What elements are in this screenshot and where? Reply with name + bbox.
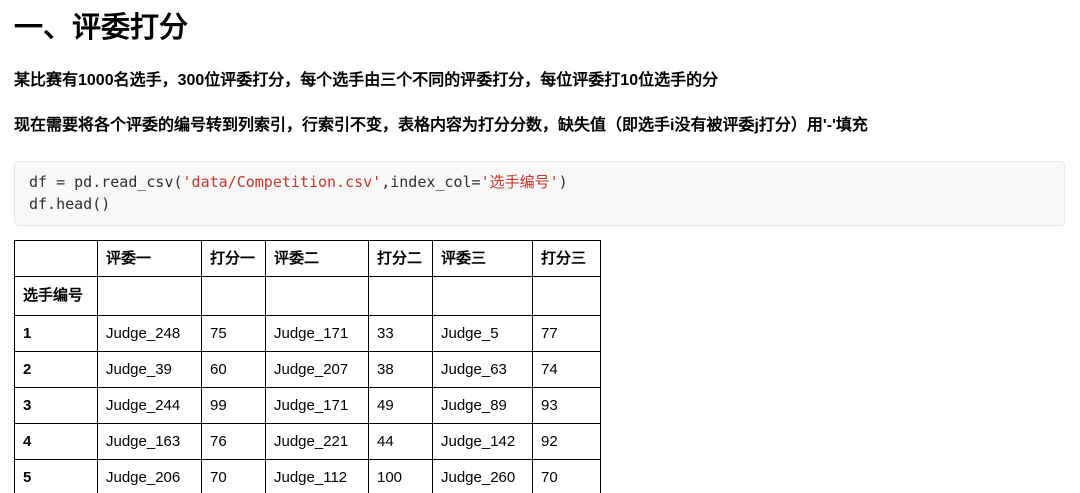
table-cell: Judge_207 — [265, 350, 369, 388]
column-header: 评委一 — [97, 239, 202, 277]
column-header: 评委二 — [265, 239, 369, 277]
column-header: 打分三 — [532, 239, 601, 277]
table-cell: Judge_244 — [97, 386, 202, 424]
table-cell: 49 — [368, 386, 433, 424]
table-cell: 33 — [368, 314, 433, 352]
table-row: 4 Judge_163 76 Judge_221 44 Judge_142 92 — [14, 422, 601, 460]
table-cell: Judge_163 — [97, 422, 202, 460]
row-index: 1 — [14, 314, 98, 352]
code-segment: ,index_col= — [381, 172, 481, 191]
table-cell: 44 — [368, 422, 433, 460]
table-header-row: 评委一 打分一 评委二 打分二 评委三 打分三 — [14, 239, 601, 277]
code-line-1: df = pd.read_csv('data/Competition.csv',… — [29, 171, 1050, 194]
empty-cell — [432, 275, 533, 316]
table-row: 2 Judge_39 60 Judge_207 38 Judge_63 74 — [14, 350, 601, 388]
index-name-row: 选手编号 — [14, 275, 601, 316]
row-index: 3 — [14, 386, 98, 424]
column-header: 打分二 — [368, 239, 433, 277]
table-cell: Judge_112 — [265, 458, 369, 493]
table-cell: Judge_5 — [432, 314, 533, 352]
empty-cell — [532, 275, 601, 316]
code-segment: df = pd.read_csv( — [29, 172, 183, 191]
table-cell: 100 — [368, 458, 433, 493]
empty-cell — [368, 275, 433, 316]
table-cell: 77 — [532, 314, 601, 352]
column-header-index — [14, 239, 98, 277]
table-cell: Judge_89 — [432, 386, 533, 424]
row-index: 4 — [14, 422, 98, 460]
table-row: 1 Judge_248 75 Judge_171 33 Judge_5 77 — [14, 314, 601, 352]
empty-cell — [97, 275, 202, 316]
index-name-label: 选手编号 — [14, 275, 98, 316]
code-string-literal: '选手编号' — [480, 172, 559, 191]
table-cell: 92 — [532, 422, 601, 460]
table-cell: Judge_248 — [97, 314, 202, 352]
row-index: 2 — [14, 350, 98, 388]
table-cell: Judge_63 — [432, 350, 533, 388]
table-cell: Judge_142 — [432, 422, 533, 460]
table-cell: 93 — [532, 386, 601, 424]
table-cell: 70 — [201, 458, 266, 493]
empty-cell — [265, 275, 369, 316]
column-header: 打分一 — [201, 239, 266, 277]
code-segment: ) — [558, 172, 568, 191]
table-cell: 99 — [201, 386, 266, 424]
intro-paragraph: 某比赛有1000名选手，300位评委打分，每个选手由三个不同的评委打分，每位评委… — [14, 72, 719, 90]
code-line-2: df.head() — [29, 195, 111, 214]
table-row: 5 Judge_206 70 Judge_112 100 Judge_260 7… — [14, 458, 601, 493]
column-header: 评委三 — [432, 239, 533, 277]
table-cell: Judge_171 — [265, 386, 369, 424]
table-cell: 76 — [201, 422, 266, 460]
table-cell: Judge_260 — [432, 458, 533, 493]
code-string-literal: 'data/Competition.csv' — [182, 172, 382, 191]
code-block: df = pd.read_csv('data/Competition.csv',… — [14, 160, 1065, 226]
table-cell: Judge_221 — [265, 422, 369, 460]
page-title: 一、评委打分 — [14, 12, 189, 44]
empty-cell — [201, 275, 266, 316]
table-cell: 70 — [532, 458, 601, 493]
table-cell: Judge_39 — [97, 350, 202, 388]
task-paragraph: 现在需要将各个评委的编号转到列索引，行索引不变，表格内容为打分分数，缺失值（即选… — [14, 117, 868, 135]
row-index: 5 — [14, 458, 98, 493]
table-cell: 38 — [368, 350, 433, 388]
table-cell: Judge_171 — [265, 314, 369, 352]
table-cell: 60 — [201, 350, 266, 388]
dataframe-table: 评委一 打分一 评委二 打分二 评委三 打分三 选手编号 1 Judge_248 — [14, 239, 601, 493]
table-row: 3 Judge_244 99 Judge_171 49 Judge_89 93 — [14, 386, 601, 424]
table-cell: 75 — [201, 314, 266, 352]
table-cell: Judge_206 — [97, 458, 202, 493]
table-cell: 74 — [532, 350, 601, 388]
